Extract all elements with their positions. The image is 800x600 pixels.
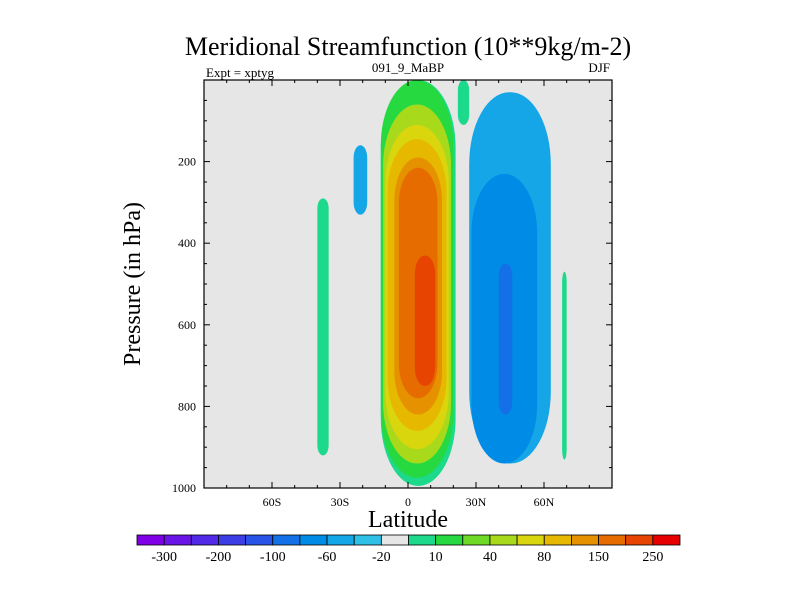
x-tick-label-3: 30N	[466, 495, 487, 509]
x-tick-label-1: 30S	[331, 495, 350, 509]
y-axis-label: Pressure (in hPa)	[120, 202, 146, 366]
contour-region-1	[353, 145, 368, 215]
x-axis-label: Latitude	[368, 507, 448, 533]
y-tick-label-1: 400	[178, 236, 196, 250]
colorbar-label-8: 150	[588, 550, 609, 565]
colorbar-label-0: -300	[151, 550, 177, 565]
y-axis-ticks: 200 400 600 800 1000	[172, 99, 612, 495]
colorbar-swatch-8	[353, 534, 382, 546]
contour-region-14	[562, 271, 567, 460]
x-tick-label-4: 60N	[534, 495, 555, 509]
colorbar-swatch-19	[652, 534, 681, 546]
chart-title: Meridional Streamfunction (10**9kg/m-2)	[185, 32, 631, 61]
colorbar-swatch-9	[380, 534, 409, 546]
y-tick-label-0: 200	[178, 155, 196, 169]
colorbar-swatch-3	[218, 534, 246, 546]
colorbar-label-6: 40	[483, 550, 497, 565]
y-tick-label-2: 600	[178, 318, 196, 332]
colorbar-label-4: -20	[372, 550, 391, 565]
colorbar-swatch-18	[625, 534, 654, 546]
colorbar-swatch-0	[136, 534, 165, 546]
colorbar-swatch-15	[543, 534, 572, 546]
colorbar-swatch-12	[462, 534, 491, 546]
chart-subtitle-center: 091_9_MaBP	[372, 60, 444, 75]
colorbar-label-2: -100	[260, 550, 286, 565]
colorbar-swatch-6	[299, 534, 328, 546]
contour-region-9	[414, 255, 436, 386]
x-tick-label-2: 0	[405, 495, 411, 509]
y-tick-label-4: 1000	[172, 481, 196, 495]
colorbar-label-5: 10	[429, 550, 443, 565]
colorbar-label-7: 80	[537, 550, 551, 565]
chart-subtitle-left: Expt = xptyg	[206, 65, 274, 80]
colorbar-label-3: -60	[318, 550, 337, 565]
colorbar: -300 -200 -100 -60 -20 10 40 80 150 250	[136, 534, 681, 565]
colorbar-swatch-16	[571, 534, 599, 546]
x-axis-ticks: 60S 30S 0 30N 60N	[226, 80, 590, 509]
colorbar-swatch-2	[190, 534, 219, 546]
colorbar-swatch-14	[516, 534, 545, 546]
chart-subtitle-right: DJF	[588, 60, 610, 75]
colorbar-swatch-4	[245, 534, 274, 546]
colorbar-swatch-17	[598, 534, 627, 546]
colorbar-swatch-1	[163, 534, 192, 546]
colorbar-label-1: -200	[206, 550, 232, 565]
colorbar-swatch-7	[326, 534, 355, 546]
colorbar-swatch-13	[489, 534, 518, 546]
colorbar-swatch-11	[435, 534, 464, 546]
x-tick-label-0: 60S	[263, 495, 282, 509]
contour-fills	[317, 80, 567, 486]
y-tick-label-3: 800	[178, 399, 196, 413]
contour-region-0	[317, 198, 329, 456]
colorbar-label-9: 250	[642, 550, 663, 565]
contour-region-13	[498, 263, 513, 415]
colorbar-swatch-5	[272, 534, 301, 546]
colorbar-swatch-10	[408, 534, 437, 546]
contour-region-10	[457, 80, 470, 125]
